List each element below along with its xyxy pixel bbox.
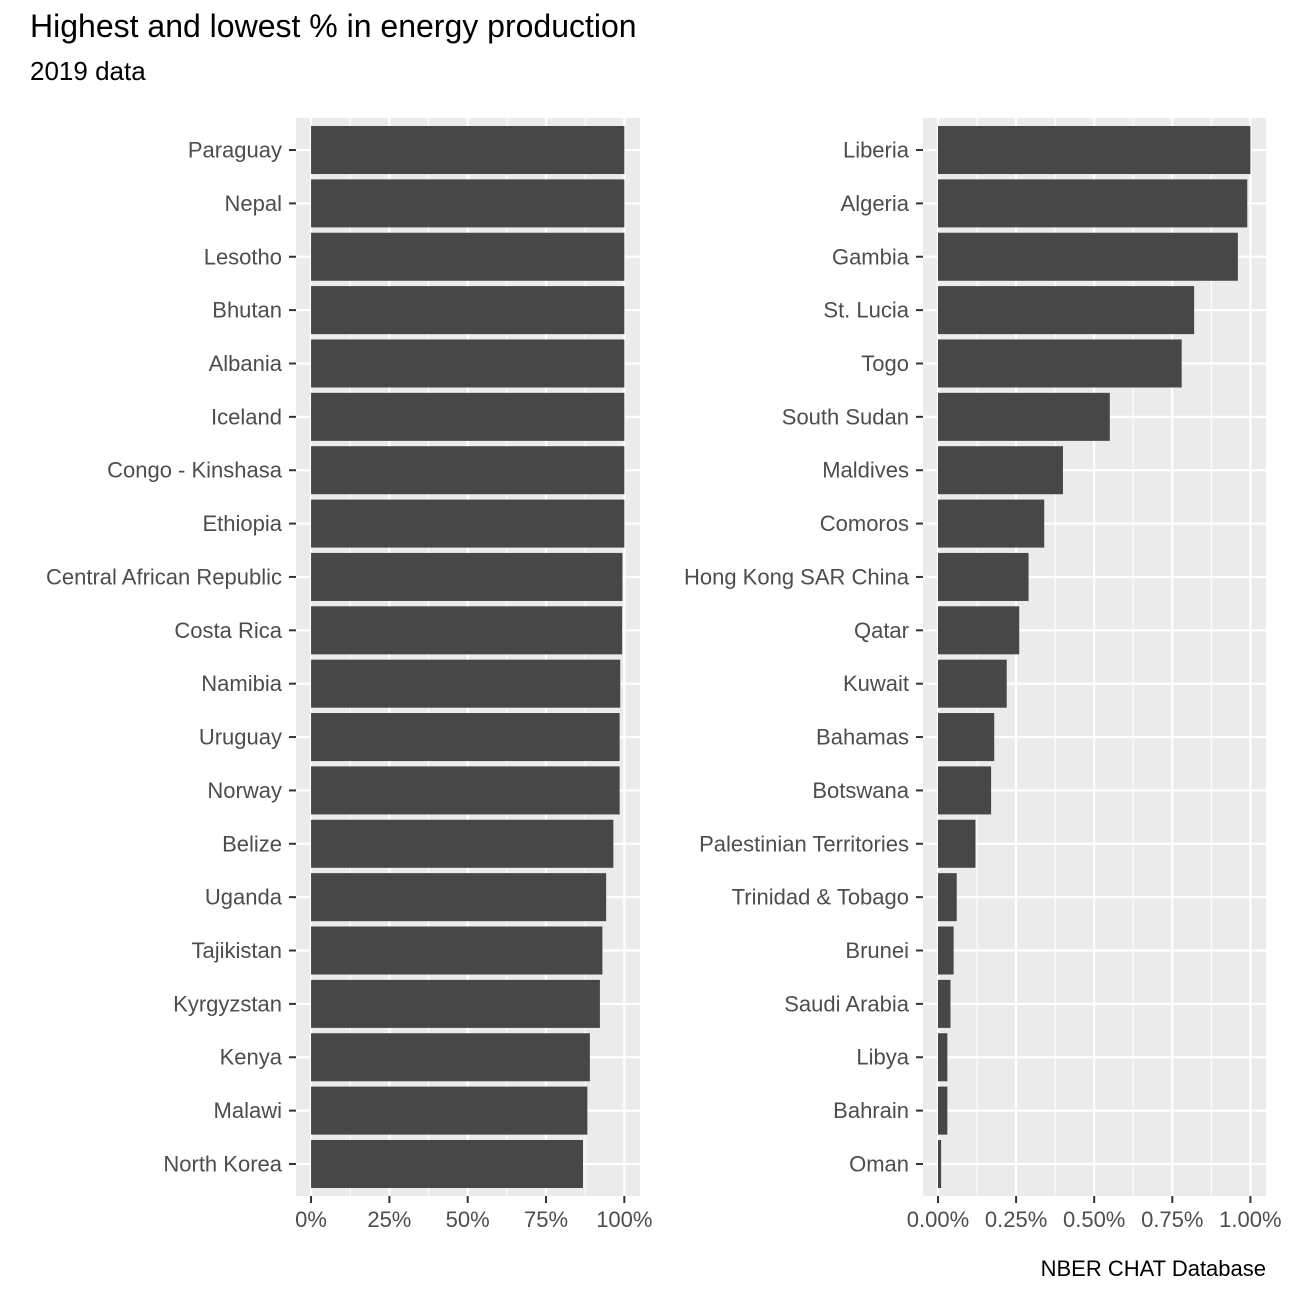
bar-bahrain <box>937 1086 948 1135</box>
y-tick-label: Kyrgyzstan <box>173 991 282 1016</box>
bar-comoros <box>937 499 1045 548</box>
bar-brunei <box>937 926 954 975</box>
y-tick-label: Liberia <box>843 138 910 163</box>
y-tick-label: Iceland <box>211 404 282 429</box>
x-tick-label: 0.00% <box>907 1207 969 1232</box>
bar-saudi-arabia <box>937 979 951 1028</box>
y-tick-label: Bhutan <box>212 298 282 323</box>
x-tick-label: 0.25% <box>985 1207 1047 1232</box>
x-tick-label: 1.00% <box>1219 1207 1281 1232</box>
y-tick-label: North Korea <box>163 1151 282 1176</box>
bar-lesotho <box>311 232 625 281</box>
bar-iceland <box>311 392 625 441</box>
y-tick-label: Qatar <box>854 618 909 643</box>
y-tick-label: Paraguay <box>188 138 282 163</box>
y-tick-label: Nepal <box>225 191 282 216</box>
y-tick-label: Belize <box>222 831 282 856</box>
y-tick-label: Bahrain <box>833 1098 909 1123</box>
bar-algeria <box>937 179 1248 228</box>
bar-maldives <box>937 446 1063 495</box>
bar-belize <box>311 819 614 868</box>
y-tick-label: Kuwait <box>843 671 909 696</box>
bar-kenya <box>311 1033 590 1082</box>
x-tick-label: 100% <box>596 1207 652 1232</box>
bar-uruguay <box>311 713 620 762</box>
chart-title: Highest and lowest % in energy productio… <box>30 8 637 44</box>
bar-hong-kong-sar-china <box>937 552 1029 601</box>
y-tick-label: Maldives <box>822 458 909 483</box>
y-tick-label: Malawi <box>214 1098 282 1123</box>
bar-oman <box>937 1139 942 1188</box>
y-tick-label: Brunei <box>845 938 909 963</box>
bar-north-korea <box>311 1139 583 1188</box>
y-tick-label: Central African Republic <box>46 564 282 589</box>
y-tick-label: Bahamas <box>816 725 909 750</box>
y-tick-label: Trinidad & Tobago <box>732 885 909 910</box>
bar-palestinian-territories <box>937 819 976 868</box>
bar-bhutan <box>311 286 625 335</box>
y-tick-label: Costa Rica <box>174 618 282 643</box>
bar-albania <box>311 339 625 388</box>
chart-panel-2: Liberia Algeria Gambia St. Lucia Togo South S… <box>684 118 1282 1232</box>
y-tick-label: Togo <box>861 351 909 376</box>
bar-central-african-republic <box>311 552 623 601</box>
y-tick-label: Congo - Kinshasa <box>107 458 283 483</box>
bar-libya <box>937 1033 948 1082</box>
x-tick-label: 50% <box>446 1207 490 1232</box>
x-tick-label: 25% <box>367 1207 411 1232</box>
bar-liberia <box>937 126 1251 175</box>
y-tick-label: Gambia <box>832 244 910 269</box>
chart-subtitle: 2019 data <box>30 56 146 86</box>
bar-south-sudan <box>937 392 1110 441</box>
y-tick-label: Oman <box>849 1151 909 1176</box>
y-tick-label: Botswana <box>812 778 909 803</box>
y-tick-label: Hong Kong SAR China <box>684 564 910 589</box>
bar-norway <box>311 766 620 815</box>
bar-ethiopia <box>311 499 625 548</box>
bar-tajikistan <box>311 926 603 975</box>
y-tick-label: Kenya <box>220 1045 283 1070</box>
y-tick-label: Ethiopia <box>202 511 282 536</box>
y-tick-label: Norway <box>207 778 282 803</box>
y-tick-label: Palestinian Territories <box>699 831 909 856</box>
y-tick-label: Algeria <box>841 191 910 216</box>
chart-panel-1: Paraguay Nepal Lesotho Bhutan Albania Iceland… <box>46 118 652 1232</box>
bar-bahamas <box>937 713 995 762</box>
bar-kuwait <box>937 659 1007 708</box>
y-tick-label: St. Lucia <box>823 298 909 323</box>
bar-st-lucia <box>937 286 1195 335</box>
y-tick-label: South Sudan <box>782 404 909 429</box>
y-tick-label: Albania <box>209 351 283 376</box>
bar-qatar <box>937 606 1020 655</box>
bar-kyrgyzstan <box>311 979 600 1028</box>
y-tick-label: Lesotho <box>204 244 282 269</box>
y-tick-label: Uganda <box>205 885 283 910</box>
y-tick-label: Namibia <box>201 671 282 696</box>
bar-botswana <box>937 766 992 815</box>
bar-namibia <box>311 659 621 708</box>
bar-gambia <box>937 232 1238 281</box>
bar-uganda <box>311 873 607 922</box>
x-tick-label: 0.75% <box>1141 1207 1203 1232</box>
x-tick-label: 0% <box>295 1207 327 1232</box>
bar-paraguay <box>311 126 625 175</box>
x-tick-label: 0.50% <box>1063 1207 1125 1232</box>
bar-togo <box>937 339 1182 388</box>
x-tick-label: 75% <box>524 1207 568 1232</box>
y-tick-label: Libya <box>856 1045 909 1070</box>
y-tick-label: Tajikistan <box>192 938 282 963</box>
bar-costa-rica <box>311 606 623 655</box>
bar-congo-kinshasa <box>311 446 625 495</box>
chart-caption: NBER CHAT Database <box>1040 1256 1266 1281</box>
y-tick-label: Uruguay <box>199 725 282 750</box>
bar-nepal <box>311 179 625 228</box>
y-tick-label: Comoros <box>820 511 909 536</box>
y-tick-label: Saudi Arabia <box>784 991 910 1016</box>
bar-trinidad-tobago <box>937 873 957 922</box>
bar-malawi <box>311 1086 588 1135</box>
